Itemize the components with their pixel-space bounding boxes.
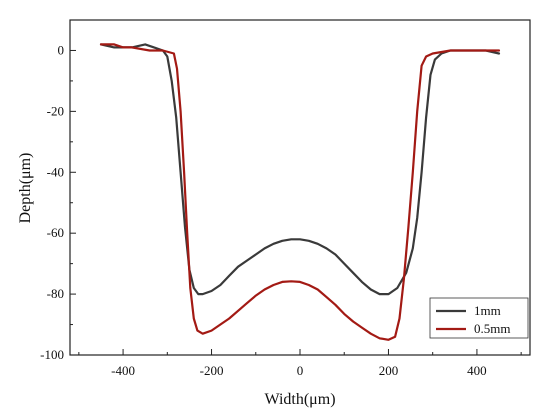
series-layer [99,43,501,341]
x-tick-label: 200 [379,363,399,378]
legend-box [429,297,529,339]
legend: 1mm 0.5mm [429,297,529,339]
x-tick-label: -400 [111,363,135,378]
x-tick-label: -200 [200,363,224,378]
x-axis-title: Width(μm) [264,391,335,408]
x-axis-ticks: -400 -200 0 200 400 [78,349,522,378]
legend-label-0.5mm: 0.5mm [474,321,510,336]
series-line-1mm [99,43,501,296]
y-tick-label: -100 [40,347,64,362]
y-axis-title: Depth(μm) [17,153,34,224]
y-tick-label: -80 [47,286,64,301]
y-tick-label: -20 [47,103,64,118]
y-axis-ticks: 0 -20 -40 -60 -80 -100 [40,42,76,362]
y-tick-label: -60 [47,225,64,240]
x-tick-label: 0 [297,363,304,378]
x-tick-label: 400 [467,363,487,378]
legend-label-1mm: 1mm [474,303,501,318]
series-line-0.5mm [99,43,501,341]
y-tick-label: -40 [47,164,64,179]
y-tick-label: 0 [58,42,65,57]
